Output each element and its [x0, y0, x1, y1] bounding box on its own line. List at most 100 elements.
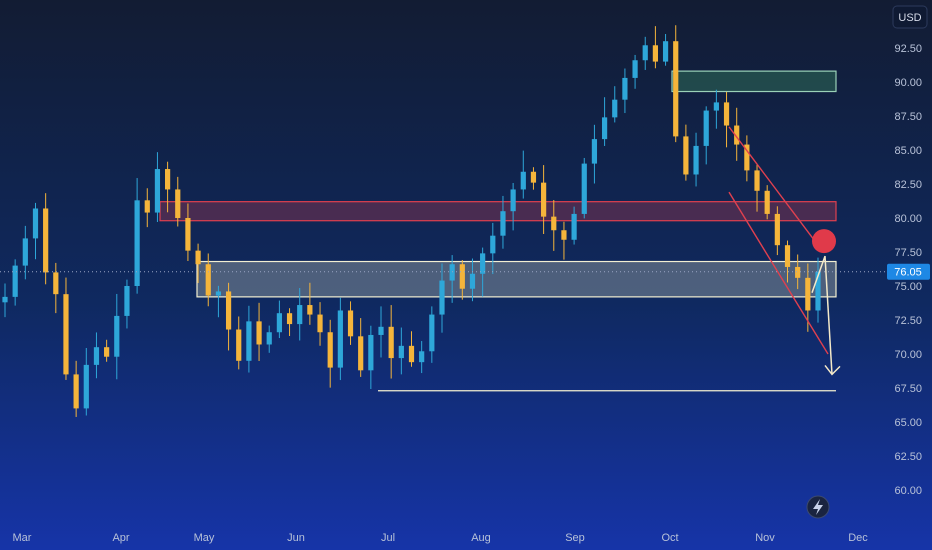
- x-tick-label: Mar: [13, 532, 32, 544]
- red-zone[interactable]: [159, 201, 837, 222]
- candle-body: [713, 102, 719, 111]
- x-tick-label: Dec: [848, 532, 868, 544]
- candle-body: [642, 45, 648, 61]
- candle-body: [500, 211, 506, 236]
- candle-body: [327, 332, 333, 368]
- candle-body: [734, 125, 740, 145]
- candle-body: [449, 264, 455, 281]
- candle-body: [815, 271, 821, 311]
- candle-body: [673, 41, 679, 137]
- candle-body: [114, 315, 120, 357]
- candle-body: [571, 213, 577, 240]
- x-tick-label: Oct: [661, 532, 678, 544]
- candle-body: [723, 102, 730, 126]
- green-zone[interactable]: [671, 70, 837, 93]
- y-tick-label: 80.00: [894, 213, 922, 225]
- candle-body: [510, 189, 516, 212]
- currency-label: USD: [898, 12, 921, 24]
- candle-body: [520, 171, 526, 190]
- y-tick-label: 72.50: [894, 315, 922, 327]
- candle-body: [154, 169, 161, 213]
- candle-body: [805, 277, 811, 311]
- candle-body: [185, 218, 191, 251]
- y-tick-label: 75.00: [894, 281, 922, 293]
- drawings-layer: [378, 126, 841, 392]
- x-axis[interactable]: Mar Apr May Jun Jul Aug Sep Oct Nov Dec: [13, 532, 869, 544]
- x-tick-label: Jul: [381, 532, 395, 544]
- channel-lower-line[interactable]: [728, 191, 829, 355]
- current-price-label: 76.05: [894, 267, 922, 279]
- projection-arrow[interactable]: [811, 255, 833, 375]
- candle-body: [225, 291, 232, 330]
- y-tick-label: 85.00: [894, 145, 922, 157]
- candle-body: [388, 326, 394, 359]
- y-tick-label: 90.00: [894, 77, 922, 89]
- reversal-marker[interactable]: [812, 229, 836, 254]
- candle-body: [652, 45, 658, 62]
- candle-body: [601, 117, 608, 140]
- candle-body: [12, 265, 18, 297]
- y-tick-label: 67.50: [894, 383, 922, 395]
- x-tick-label: Jun: [287, 532, 305, 544]
- candle-body: [256, 321, 262, 345]
- candle-body: [795, 266, 801, 278]
- x-tick-label: Aug: [471, 532, 491, 544]
- currency-button[interactable]: USD: [892, 5, 928, 29]
- y-tick-label: 60.00: [894, 485, 922, 497]
- candle-body: [378, 326, 384, 335]
- candle-body: [439, 280, 445, 315]
- x-tick-label: Apr: [112, 532, 129, 544]
- candle-body: [561, 230, 567, 240]
- candle-body: [459, 264, 465, 289]
- candle-body: [490, 235, 496, 254]
- candle-body: [307, 305, 313, 315]
- white-zone[interactable]: [196, 260, 837, 298]
- y-tick-label: 77.50: [894, 247, 922, 259]
- candle-body: [93, 347, 100, 365]
- candle-body: [744, 144, 750, 171]
- candle-body: [358, 336, 364, 371]
- candle-body: [408, 345, 415, 363]
- lightning-button[interactable]: [806, 495, 830, 519]
- channel-upper-line[interactable]: [728, 126, 819, 246]
- x-tick-label: May: [194, 532, 215, 544]
- candle-body: [236, 329, 242, 361]
- candle-body: [429, 314, 435, 352]
- candle-body: [347, 310, 354, 337]
- y-tick-label: 70.00: [894, 349, 922, 361]
- candle-body: [43, 208, 49, 273]
- candle-body: [246, 321, 252, 361]
- y-tick-label: 87.50: [894, 111, 922, 123]
- lightning-icon: [813, 499, 823, 515]
- candle-body: [368, 334, 374, 371]
- projection-arrowhead: [824, 364, 841, 376]
- candle-body: [683, 136, 689, 175]
- candle-body: [693, 145, 699, 175]
- candle-body: [530, 171, 537, 183]
- y-axis[interactable]: 92.50 90.00 87.50 85.00 82.50 80.00 77.50 75.00…: [894, 43, 922, 497]
- candle-body: [205, 264, 211, 296]
- candle-body: [469, 273, 476, 289]
- candle-body: [632, 60, 638, 78]
- candle-body: [398, 345, 404, 359]
- y-tick-label: 62.50: [894, 451, 922, 463]
- candle-body: [124, 286, 130, 316]
- y-tick-label: 82.50: [894, 179, 922, 191]
- candle-body: [662, 41, 669, 62]
- candle-body: [551, 216, 557, 231]
- candle-body: [754, 170, 760, 191]
- candle-body: [215, 291, 222, 296]
- candle-body: [581, 163, 587, 214]
- candle-body: [195, 250, 201, 265]
- candle-body: [134, 200, 140, 286]
- candle-body: [297, 305, 303, 325]
- y-tick-label: 92.50: [894, 43, 922, 55]
- candle-body: [32, 208, 39, 239]
- candle-body: [591, 139, 598, 164]
- candle-body: [53, 272, 59, 295]
- candle-body: [104, 347, 110, 357]
- candle-body: [266, 332, 272, 345]
- current-price-badge: 76.05: [887, 263, 930, 280]
